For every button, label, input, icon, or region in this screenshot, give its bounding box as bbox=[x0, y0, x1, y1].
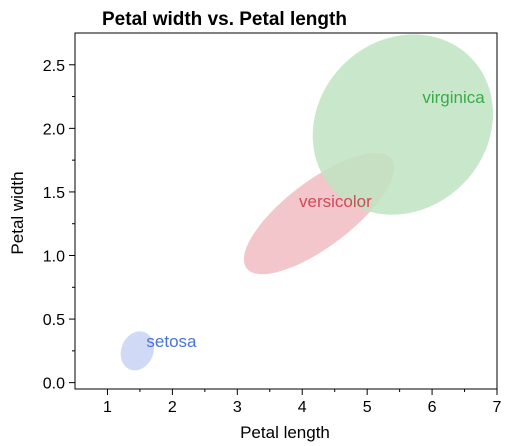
chart-title: Petal width vs. Petal length bbox=[102, 9, 347, 30]
group-label-versicolor: versicolor bbox=[299, 192, 372, 211]
y-axis-label: Petal width bbox=[8, 171, 27, 254]
y-tick-label: 1.0 bbox=[43, 249, 65, 266]
x-tick-label: 1 bbox=[103, 399, 112, 416]
y-tick-label: 0.0 bbox=[43, 376, 65, 393]
plot-frame bbox=[74, 32, 498, 390]
x-tick-label: 4 bbox=[298, 399, 307, 416]
y-axis-ticks: 0.0 0.5 1.0 1.5 2.0 2.5 bbox=[43, 58, 75, 393]
y-tick-label: 0.5 bbox=[43, 312, 65, 329]
ellipse-setosa bbox=[120, 331, 154, 371]
x-tick-label: 5 bbox=[363, 399, 372, 416]
x-tick-label: 6 bbox=[428, 399, 437, 416]
x-tick-label: 2 bbox=[168, 399, 177, 416]
x-tick-label: 3 bbox=[233, 399, 242, 416]
group-label-virginica: virginica bbox=[422, 88, 485, 107]
y-tick-label: 1.5 bbox=[43, 185, 65, 202]
y-tick-label: 2.5 bbox=[43, 58, 65, 75]
x-axis-ticks: 1 2 3 4 5 6 7 bbox=[103, 389, 502, 416]
y-tick-label: 2.0 bbox=[43, 121, 65, 138]
group-ellipses bbox=[120, 34, 493, 371]
x-tick-label: 7 bbox=[493, 399, 502, 416]
group-labels: setosa versicolor virginica bbox=[146, 88, 485, 351]
x-axis-label: Petal length bbox=[240, 423, 330, 442]
ellipse-virginica bbox=[312, 34, 493, 215]
group-label-setosa: setosa bbox=[146, 332, 197, 351]
